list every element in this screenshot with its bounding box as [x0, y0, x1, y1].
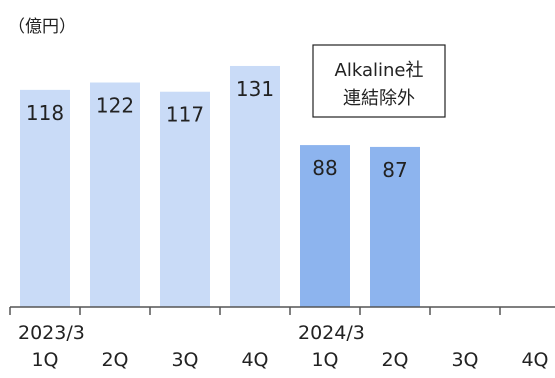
category-label-4: 4Q	[241, 349, 268, 371]
value-label-2: 122	[96, 94, 134, 118]
annotation-border	[312, 44, 446, 118]
bar-1	[20, 89, 70, 307]
bar-3	[160, 91, 210, 307]
annotation-line-1: Alkaline社	[335, 60, 424, 81]
fiscal-year-label-1: 2023/3	[18, 322, 85, 344]
unit-label: （億円）	[8, 17, 76, 37]
category-label-8: 4Q	[521, 349, 548, 371]
category-label-2: 2Q	[101, 349, 128, 371]
bar-4	[230, 65, 280, 308]
category-label-1: 1Q	[31, 349, 58, 371]
value-label-6: 87	[382, 158, 407, 182]
bars-group	[20, 65, 420, 308]
annotation-line-2: 連結除外	[343, 88, 415, 109]
category-label-6: 2Q	[381, 349, 408, 371]
value-label-3: 117	[166, 103, 204, 127]
value-labels-group: 118 122 117 131 88 87	[26, 77, 408, 182]
bar-2	[90, 82, 140, 308]
bar-6	[370, 146, 420, 307]
category-labels-group: 1Q 2Q 3Q 4Q 1Q 2Q 3Q 4Q	[31, 349, 548, 371]
value-label-1: 118	[26, 101, 64, 125]
category-label-5: 1Q	[311, 349, 338, 371]
value-label-4: 131	[236, 77, 274, 101]
annotation-box: Alkaline社 連結除外	[312, 44, 446, 118]
category-label-3: 3Q	[171, 349, 198, 371]
bar-5	[300, 145, 350, 307]
x-axis-ticks	[9, 307, 501, 315]
fiscal-year-label-2: 2024/3	[298, 322, 365, 344]
fiscal-year-labels-group: 2023/3 2024/3	[18, 322, 365, 344]
category-label-7: 3Q	[451, 349, 478, 371]
value-label-5: 88	[312, 156, 337, 180]
